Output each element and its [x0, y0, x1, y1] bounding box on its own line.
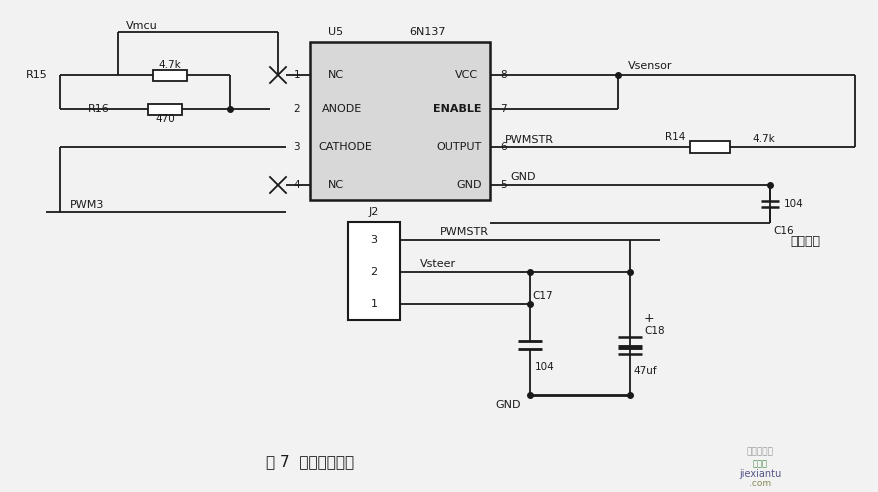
- Text: 3: 3: [293, 142, 299, 152]
- Text: 舵机接口: 舵机接口: [789, 235, 819, 247]
- Text: 5: 5: [500, 180, 506, 190]
- Text: 104: 104: [535, 362, 554, 371]
- Text: PWM3: PWM3: [70, 200, 104, 210]
- Text: J2: J2: [369, 207, 378, 217]
- Text: .com: .com: [748, 480, 770, 489]
- Text: 8: 8: [500, 70, 506, 80]
- Text: 1: 1: [293, 70, 299, 80]
- Bar: [310, 42, 489, 200]
- Text: 3: 3: [371, 235, 377, 245]
- Text: 4: 4: [293, 180, 299, 190]
- Text: 6N137: 6N137: [408, 27, 445, 37]
- Text: 电子发烧友: 电子发烧友: [745, 448, 773, 457]
- Text: CATHODE: CATHODE: [318, 142, 371, 152]
- Text: Vsteer: Vsteer: [420, 259, 456, 269]
- Text: 7: 7: [500, 104, 506, 114]
- Text: Vsensor: Vsensor: [627, 61, 672, 71]
- Bar: [148, 103, 182, 115]
- Text: 104: 104: [783, 199, 802, 209]
- Text: ANODE: ANODE: [321, 104, 362, 114]
- Text: OUTPUT: OUTPUT: [436, 142, 481, 152]
- Text: 图 7  舵机驱动接口: 图 7 舵机驱动接口: [266, 455, 354, 469]
- Text: NC: NC: [327, 70, 343, 80]
- Text: R16: R16: [88, 104, 110, 114]
- Text: GND: GND: [456, 180, 481, 190]
- Bar: [348, 222, 399, 320]
- Text: 搞钱圈: 搞钱圈: [752, 460, 766, 468]
- Text: C16: C16: [772, 226, 793, 236]
- Bar: [689, 141, 729, 153]
- Bar: [153, 69, 187, 81]
- Text: +: +: [644, 312, 654, 325]
- Text: Vmcu: Vmcu: [126, 21, 157, 31]
- Text: 47uf: 47uf: [632, 367, 656, 376]
- Text: 4.7k: 4.7k: [158, 60, 181, 70]
- Text: 6: 6: [500, 142, 506, 152]
- Text: 1: 1: [371, 299, 377, 309]
- Text: 2: 2: [293, 104, 299, 114]
- Text: 2: 2: [370, 267, 378, 277]
- Text: R15: R15: [26, 70, 48, 80]
- Text: U5: U5: [327, 27, 342, 37]
- Text: R14: R14: [664, 132, 684, 142]
- Text: C18: C18: [644, 327, 664, 337]
- Text: PWMSTR: PWMSTR: [440, 227, 488, 237]
- Text: GND: GND: [494, 400, 520, 410]
- Text: VCC: VCC: [454, 70, 478, 80]
- Text: ENABLE: ENABLE: [433, 104, 481, 114]
- Text: 470: 470: [155, 114, 175, 124]
- Text: NC: NC: [327, 180, 343, 190]
- Text: GND: GND: [509, 172, 535, 182]
- Text: PWMSTR: PWMSTR: [505, 135, 553, 145]
- Text: C17: C17: [531, 291, 552, 301]
- Text: jiexiantu: jiexiantu: [738, 469, 781, 479]
- Text: 4.7k: 4.7k: [752, 134, 774, 144]
